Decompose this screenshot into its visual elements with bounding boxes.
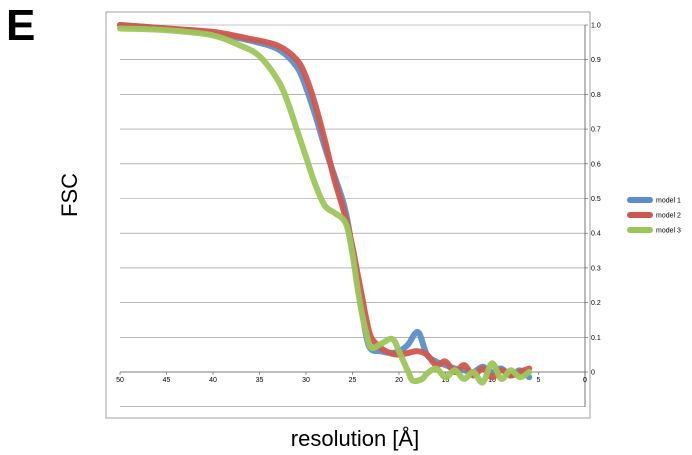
y-tick-label-10: 1.0 — [591, 23, 601, 30]
x-tick-label-9: 5 — [537, 377, 541, 384]
x-axis-title: resolution [Å] — [291, 426, 419, 451]
x-tick-label-4: 30 — [302, 377, 310, 384]
x-tick-label-0: 50 — [116, 377, 124, 384]
legend: model 1 model 2 model 3 — [627, 197, 681, 235]
y-tick-label-7: 0.7 — [591, 127, 601, 134]
x-tick-label-10: 0 — [583, 377, 587, 384]
legend-label-2: model 2 — [656, 213, 681, 220]
legend-label-3: model 3 — [656, 228, 681, 235]
x-tick-label-1: 45 — [163, 377, 171, 384]
y-tick-label-6: 0.6 — [591, 161, 601, 168]
y-tick-label-8: 0.8 — [591, 92, 601, 99]
x-tick-label-6: 20 — [395, 377, 403, 384]
y-axis-title: FSC — [57, 173, 82, 217]
x-tick-label-7: 15 — [442, 377, 450, 384]
series-lines — [117, 22, 533, 386]
x-tick-label-8: 10 — [488, 377, 496, 384]
legend-label-1: model 1 — [656, 198, 681, 205]
y-tick-label-9: 0.9 — [591, 57, 601, 64]
panel-letter: E — [6, 1, 36, 50]
grid-lines — [120, 24, 585, 408]
y-tick-label-3: 0.3 — [591, 265, 601, 272]
series-line-3 — [117, 25, 533, 386]
series-line-2 — [117, 22, 533, 381]
y-tick-label-0: 0 — [591, 370, 595, 377]
x-tick-labels: 50 45 40 35 30 25 20 15 10 5 0 — [116, 372, 587, 384]
y-tick-label-5: 0.5 — [591, 196, 601, 203]
y-tick-label-4: 0.4 — [591, 231, 601, 238]
y-tick-label-2: 0.2 — [591, 300, 601, 307]
y-tick-label-1: 0.1 — [591, 335, 601, 342]
x-tick-label-2: 40 — [209, 377, 217, 384]
y-tick-labels: 0 0.1 0.2 0.3 0.4 0.5 0.6 0.7 0.8 0.9 1.0 — [585, 23, 601, 377]
x-tick-label-5: 25 — [349, 377, 357, 384]
x-tick-label-3: 35 — [256, 377, 264, 384]
